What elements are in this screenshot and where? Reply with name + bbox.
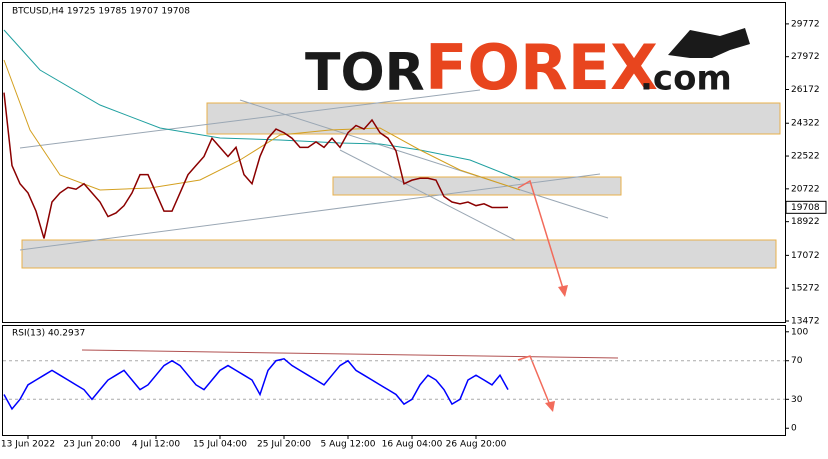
x-tick-label: 16 Aug 04:00 — [382, 440, 443, 450]
forecast-arrow — [517, 179, 566, 296]
watermark-text: FOREX — [425, 31, 658, 104]
x-tick-label: 15 Jul 04:00 — [193, 440, 247, 450]
last-price-box — [785, 200, 827, 214]
arrow-head — [545, 401, 555, 412]
panel-title: BTCUSD,H4 19725 19785 19707 19708 — [12, 7, 190, 17]
moving-average — [3, 29, 521, 181]
forecast-arrow — [517, 355, 553, 411]
y-tick-label: 13472 — [791, 316, 820, 326]
panel-title: RSI(13) 40.2937 — [12, 329, 85, 339]
y-tick-label: 30 — [791, 395, 803, 405]
trend-line — [19, 173, 601, 251]
rsi-panel — [2, 325, 786, 436]
arrow-head — [558, 285, 568, 297]
y-tick-label: 29772 — [791, 19, 820, 29]
y-tick-label: 0 — [791, 424, 797, 434]
y-tick-label: 18922 — [791, 217, 820, 227]
x-tick-label: 5 Aug 12:00 — [321, 440, 376, 450]
y-tick-label: 20722 — [791, 184, 820, 194]
y-tick-label: 22522 — [791, 152, 820, 162]
zone — [206, 102, 781, 135]
x-tick-label: 26 Aug 20:00 — [446, 440, 507, 450]
watermark-text: .com — [640, 59, 732, 99]
price-panel — [2, 2, 786, 323]
x-tick-label: 25 Jul 20:00 — [257, 440, 311, 450]
y-tick-label: 24322 — [791, 119, 820, 129]
watermark-text: TOR — [305, 43, 425, 103]
series-line — [3, 92, 509, 239]
bull-icon — [668, 28, 750, 58]
last-price-label: 19708 — [791, 203, 820, 213]
y-tick-label: 27972 — [791, 52, 820, 62]
x-tick-label: 13 Jun 2022 — [1, 440, 55, 450]
y-tick-label: 26172 — [791, 85, 820, 95]
x-tick-label: 23 Jun 20:00 — [63, 440, 120, 450]
x-tick-label: 4 Jul 12:00 — [132, 440, 181, 450]
watermark: TOR FOREX .com — [305, 28, 750, 104]
trend-line — [239, 99, 609, 219]
trend-line — [339, 149, 516, 241]
y-tick-label: 15272 — [791, 284, 820, 294]
series-line — [3, 357, 509, 411]
y-tick-label: 70 — [791, 356, 803, 366]
y-tick-label: 17072 — [791, 251, 820, 261]
zone — [21, 239, 777, 269]
trend-line — [19, 89, 481, 149]
y-tick-label: 100 — [791, 327, 808, 337]
zone — [332, 176, 622, 196]
